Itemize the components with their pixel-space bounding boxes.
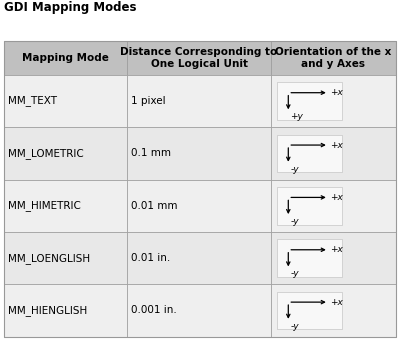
- Bar: [4, 180, 128, 232]
- Text: +x: +x: [330, 140, 343, 150]
- Bar: [128, 180, 270, 232]
- Bar: [270, 284, 396, 337]
- Bar: [128, 284, 270, 337]
- Text: -y: -y: [290, 217, 299, 226]
- Text: +x: +x: [330, 193, 343, 202]
- Bar: [276, 239, 342, 277]
- Bar: [276, 292, 342, 329]
- Text: MM_HIENGLISH: MM_HIENGLISH: [8, 305, 87, 316]
- Bar: [4, 284, 128, 337]
- Text: MM_LOENGLISH: MM_LOENGLISH: [8, 253, 90, 264]
- Text: -y: -y: [290, 165, 299, 174]
- Text: +x: +x: [330, 298, 343, 307]
- Text: 1 pixel: 1 pixel: [132, 96, 166, 106]
- Text: +x: +x: [330, 88, 343, 97]
- Bar: [270, 41, 396, 75]
- Text: MM_TEXT: MM_TEXT: [8, 96, 57, 106]
- Text: 0.001 in.: 0.001 in.: [132, 305, 177, 316]
- Bar: [270, 232, 396, 284]
- Bar: [276, 187, 342, 224]
- Text: 0.01 mm: 0.01 mm: [132, 201, 178, 211]
- Text: 0.1 mm: 0.1 mm: [132, 148, 172, 158]
- Bar: [128, 232, 270, 284]
- Text: +x: +x: [330, 245, 343, 254]
- Bar: [4, 127, 128, 180]
- Bar: [270, 75, 396, 127]
- Bar: [128, 127, 270, 180]
- Bar: [128, 75, 270, 127]
- Bar: [276, 135, 342, 172]
- Bar: [4, 75, 128, 127]
- Text: MM_LOMETRIC: MM_LOMETRIC: [8, 148, 84, 159]
- Text: MM_HIMETRIC: MM_HIMETRIC: [8, 200, 81, 211]
- Text: 0.01 in.: 0.01 in.: [132, 253, 171, 263]
- Text: -y: -y: [290, 322, 299, 331]
- Bar: [270, 180, 396, 232]
- Text: +y: +y: [290, 112, 303, 121]
- Text: Distance Corresponding to
One Logical Unit: Distance Corresponding to One Logical Un…: [120, 47, 278, 69]
- Bar: [4, 41, 128, 75]
- Text: Orientation of the x
and y Axes: Orientation of the x and y Axes: [275, 47, 392, 69]
- Bar: [4, 41, 396, 337]
- Text: Mapping Mode: Mapping Mode: [22, 53, 109, 63]
- Text: -y: -y: [290, 269, 299, 278]
- Bar: [276, 82, 342, 120]
- Bar: [128, 41, 270, 75]
- Bar: [4, 232, 128, 284]
- Text: GDI Mapping Modes: GDI Mapping Modes: [4, 1, 136, 14]
- Bar: [270, 127, 396, 180]
